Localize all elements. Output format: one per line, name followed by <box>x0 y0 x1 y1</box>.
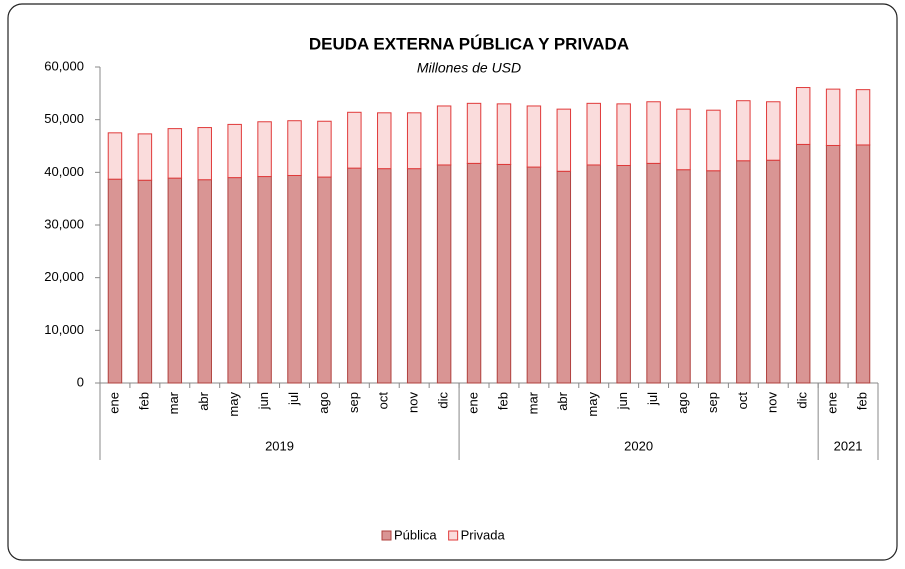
bar-segment <box>347 111 362 169</box>
x-tick-label: feb <box>854 392 869 410</box>
bar-segment <box>466 102 482 164</box>
legend-label: Privada <box>461 527 506 542</box>
x-tick-label: feb <box>136 392 151 410</box>
bar-segment <box>825 88 841 146</box>
y-tick-label: 30,000 <box>44 216 84 231</box>
bar-segment <box>496 103 512 165</box>
bar-segment <box>855 144 871 384</box>
bar-segment <box>257 121 272 178</box>
bar-segment <box>766 101 781 161</box>
x-tick-label: ago <box>675 392 690 414</box>
bar-segment <box>646 162 661 384</box>
x-tick-label: dic <box>795 392 810 409</box>
y-tick-label: 20,000 <box>44 269 84 284</box>
x-tick-label: sep <box>346 392 361 413</box>
bar-segment <box>556 170 572 384</box>
bar-segment <box>736 100 751 162</box>
bar-segment <box>197 127 212 181</box>
bar-segment <box>646 101 661 164</box>
bar-segment <box>736 160 751 384</box>
bar-segment <box>107 178 123 384</box>
bar-segment <box>436 164 452 384</box>
group-label: 2020 <box>624 438 653 453</box>
bar-segment <box>317 120 332 178</box>
bar-segment <box>586 164 601 384</box>
x-tick-label: jun <box>256 392 271 410</box>
x-tick-label: may <box>585 392 600 417</box>
bar-segment <box>257 176 272 384</box>
bar-segment <box>406 112 422 170</box>
chart-subtitle: Millones de USD <box>417 60 521 76</box>
legend-swatch <box>448 530 459 541</box>
y-tick-label: 60,000 <box>44 58 84 73</box>
bar-segment <box>347 167 362 384</box>
x-tick-label: abr <box>196 391 211 410</box>
bar-segment <box>676 108 691 171</box>
bar-segment <box>167 177 183 384</box>
bar-segment <box>855 89 871 146</box>
legend-swatch <box>381 530 392 541</box>
x-tick-label: dic <box>436 392 451 409</box>
bar-segment <box>137 133 153 181</box>
x-tick-label: abr <box>555 391 570 410</box>
x-tick-label: ene <box>465 392 480 414</box>
x-tick-label: sep <box>705 392 720 413</box>
group-label: 2021 <box>834 438 863 453</box>
x-tick-label: jun <box>615 392 630 410</box>
bar-segment <box>586 102 601 166</box>
legend-label: Pública <box>394 527 437 542</box>
x-tick-label: nov <box>406 392 421 413</box>
x-tick-label: feb <box>495 392 510 410</box>
bar-segment <box>676 169 691 384</box>
bar-segment <box>825 144 841 384</box>
x-tick-label: mar <box>525 391 540 414</box>
x-tick-label: ene <box>825 392 840 414</box>
bar-segment <box>167 128 183 179</box>
bar-segment <box>377 168 392 384</box>
x-tick-label: oct <box>376 392 391 410</box>
y-tick-label: 50,000 <box>44 111 84 126</box>
group-label: 2019 <box>265 438 294 453</box>
bar-segment <box>616 103 631 166</box>
bar-segment <box>287 120 302 176</box>
bar-segment <box>466 162 482 384</box>
bar-segment <box>496 163 512 384</box>
x-tick-label: oct <box>735 392 750 410</box>
bar-segment <box>706 170 721 384</box>
bar-segment <box>795 143 811 384</box>
bar-segment <box>795 87 811 145</box>
bar-segment <box>317 176 332 384</box>
x-tick-label: ene <box>106 392 121 414</box>
bar-segment <box>377 112 392 170</box>
x-tick-label: may <box>226 392 241 417</box>
bar-segment <box>107 132 123 180</box>
bar-segment <box>766 159 781 384</box>
x-tick-label: nov <box>765 392 780 413</box>
y-tick-label: 40,000 <box>44 164 84 179</box>
bar-segment <box>616 164 631 384</box>
bar-segment <box>406 168 422 384</box>
bar-segment <box>436 105 452 166</box>
x-tick-label: jul <box>286 392 301 406</box>
bar-segment <box>526 166 542 384</box>
x-tick-label: jul <box>645 392 660 406</box>
bar-segment <box>227 177 242 384</box>
bar-segment <box>137 179 153 384</box>
bar-segment <box>526 105 542 168</box>
bar-segment <box>227 123 242 179</box>
bar-segment <box>287 174 302 384</box>
x-tick-label: ago <box>316 392 331 414</box>
chart-title: DEUDA EXTERNA PÚBLICA Y PRIVADA <box>309 34 629 53</box>
y-tick-label: 10,000 <box>44 322 84 337</box>
bar-segment <box>556 108 572 172</box>
bar-segment <box>706 109 721 172</box>
y-tick-label: 0 <box>77 374 84 389</box>
x-tick-label: mar <box>166 391 181 414</box>
bar-segment <box>197 179 212 384</box>
